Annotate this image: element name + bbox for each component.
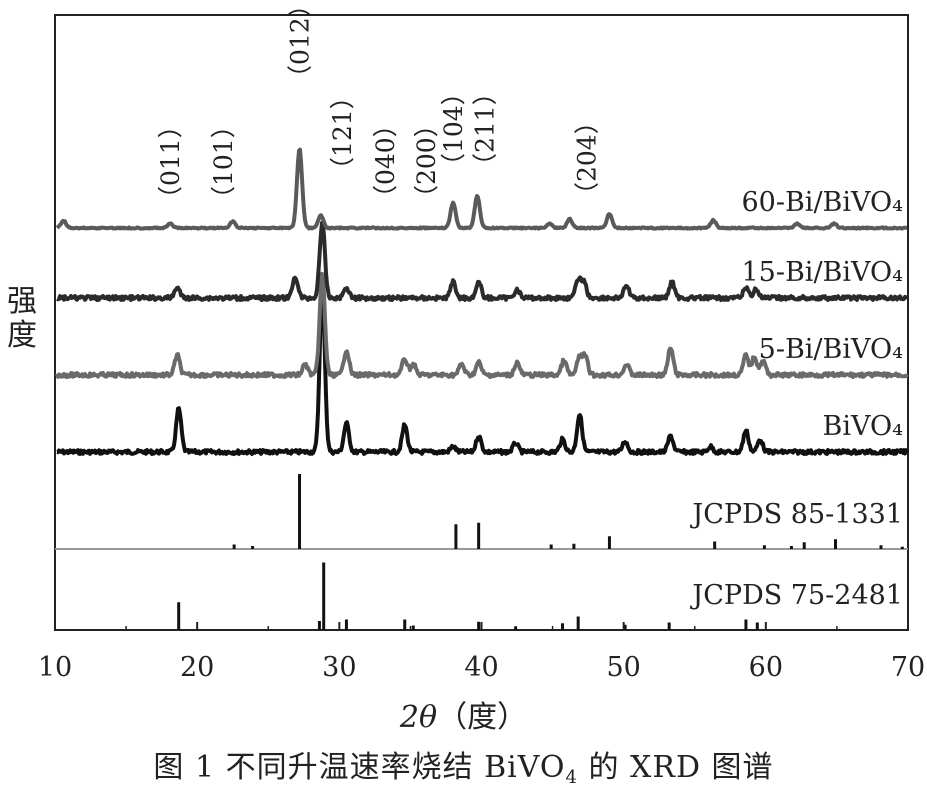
xrd-chart: JCPDS 85-1331 JCPDS 75-2481 BiVO₄ 5-Bi/BiV… <box>38 0 925 683</box>
peak-label: （204） <box>573 109 602 207</box>
x-tick-label: 40 <box>464 652 498 683</box>
series-label-0: 60-Bi/BiVO₄ <box>741 187 903 218</box>
caption-subscript: 4 <box>565 767 578 788</box>
series-line-2 <box>55 271 909 379</box>
series-line-0 <box>55 147 908 231</box>
peak-label: （200） <box>412 112 441 210</box>
peak-label: （011） <box>156 113 185 211</box>
x-axis-label: 2θ（度） <box>0 692 927 736</box>
reference-label-1: JCPDS 75-2481 <box>689 580 903 611</box>
reference-label-0: JCPDS 85-1331 <box>689 499 903 530</box>
x-tick-label: 50 <box>606 652 640 683</box>
figure-caption: 图 1 不同升温速率烧结 BiVO4 的 XRD 图谱 <box>0 742 927 788</box>
peak-label: （040） <box>371 112 400 210</box>
caption-prefix: 图 1 不同升温速率烧结 BiVO <box>153 750 566 785</box>
x-tick-label: 60 <box>749 652 783 683</box>
y-axis-label: 强度 <box>7 284 37 353</box>
series-line-1 <box>56 220 909 302</box>
series-label-3: BiVO₄ <box>823 411 903 442</box>
peak-label: （121） <box>328 84 357 182</box>
series-label-1: 15-Bi/BiVO₄ <box>741 257 903 288</box>
peak-label: （211） <box>470 80 499 178</box>
x-axis-unit: （度） <box>437 700 528 735</box>
peak-label: （104） <box>439 80 468 178</box>
peak-label: （012） <box>286 0 315 90</box>
caption-suffix: 的 XRD 图谱 <box>577 750 774 785</box>
x-axis-symbol: 2θ <box>399 700 438 735</box>
x-tick-label: 70 <box>891 652 925 683</box>
x-tick-label: 20 <box>180 652 214 683</box>
x-tick-label: 30 <box>322 652 356 683</box>
peak-label: （101） <box>209 113 238 211</box>
x-tick-label: 10 <box>38 652 72 683</box>
series-line-3 <box>56 284 909 456</box>
series-label-2: 5-Bi/BiVO₄ <box>759 334 903 365</box>
